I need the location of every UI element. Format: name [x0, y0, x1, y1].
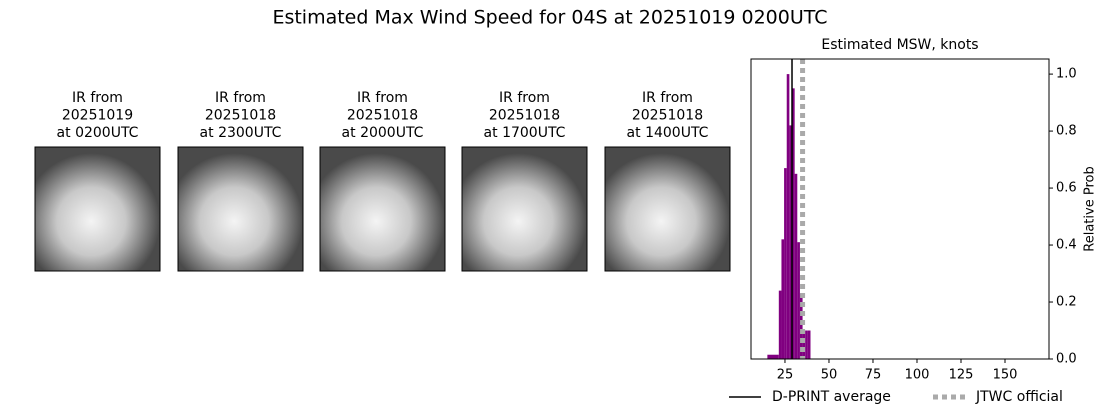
bar [781, 239, 785, 359]
bar [767, 354, 779, 359]
panel-caption: at 1700UTC [484, 125, 566, 141]
panel-caption: at 1400UTC [627, 125, 709, 141]
y-tick-label: 0.6 [1056, 181, 1077, 196]
x-tick-label: 25 [777, 368, 794, 383]
panel-caption: 20251018 [632, 108, 703, 124]
satellite-image [177, 146, 304, 272]
satellite-image [604, 146, 731, 272]
figure-title: Estimated Max Wind Speed for 04S at 2025… [272, 7, 827, 29]
bar [797, 242, 800, 359]
legend-label: D-PRINT average [772, 389, 891, 405]
panel-caption: IR from [499, 90, 550, 106]
bar [802, 330, 806, 359]
x-tick-label: 100 [905, 368, 930, 383]
y-tick-label: 0.8 [1056, 124, 1077, 139]
bar [784, 168, 787, 359]
x-tick-label: 150 [993, 368, 1018, 383]
legend-label: JTWC official [975, 389, 1063, 405]
y-tick-label: 0.4 [1056, 238, 1077, 253]
bar [799, 293, 803, 359]
panel-caption: 20251018 [347, 108, 418, 124]
y-tick-label: 0.2 [1056, 295, 1077, 310]
x-tick-label: 50 [821, 368, 838, 383]
bar [789, 125, 793, 359]
y-tick-label: 0.0 [1056, 352, 1077, 367]
satellite-image [319, 146, 446, 272]
panel-caption: 20251018 [489, 108, 560, 124]
plot-frame [750, 58, 1050, 360]
panel-caption: 20251019 [62, 108, 133, 124]
panel-caption: IR from [642, 90, 693, 106]
satellite-image [461, 146, 588, 272]
y-tick-label: 1.0 [1056, 67, 1077, 82]
panel-caption: at 2300UTC [200, 125, 282, 141]
panel-caption: IR from [357, 90, 408, 106]
satellite-image [34, 146, 161, 272]
bar [778, 290, 782, 359]
y-axis-label: Relative Prob [1083, 166, 1098, 251]
panel-caption: 20251018 [205, 108, 276, 124]
bar [805, 330, 808, 359]
x-tick-label: 125 [949, 368, 974, 383]
bar [794, 173, 798, 359]
bar [792, 88, 795, 359]
panel-caption: IR from [215, 90, 266, 106]
chart-title: Estimated MSW, knots [821, 37, 978, 53]
x-tick-label: 75 [865, 368, 882, 383]
panel-caption: IR from [72, 90, 123, 106]
panel-caption: at 0200UTC [57, 125, 139, 141]
bar [786, 74, 790, 359]
bar [807, 330, 811, 359]
panel-caption: at 2000UTC [342, 125, 424, 141]
